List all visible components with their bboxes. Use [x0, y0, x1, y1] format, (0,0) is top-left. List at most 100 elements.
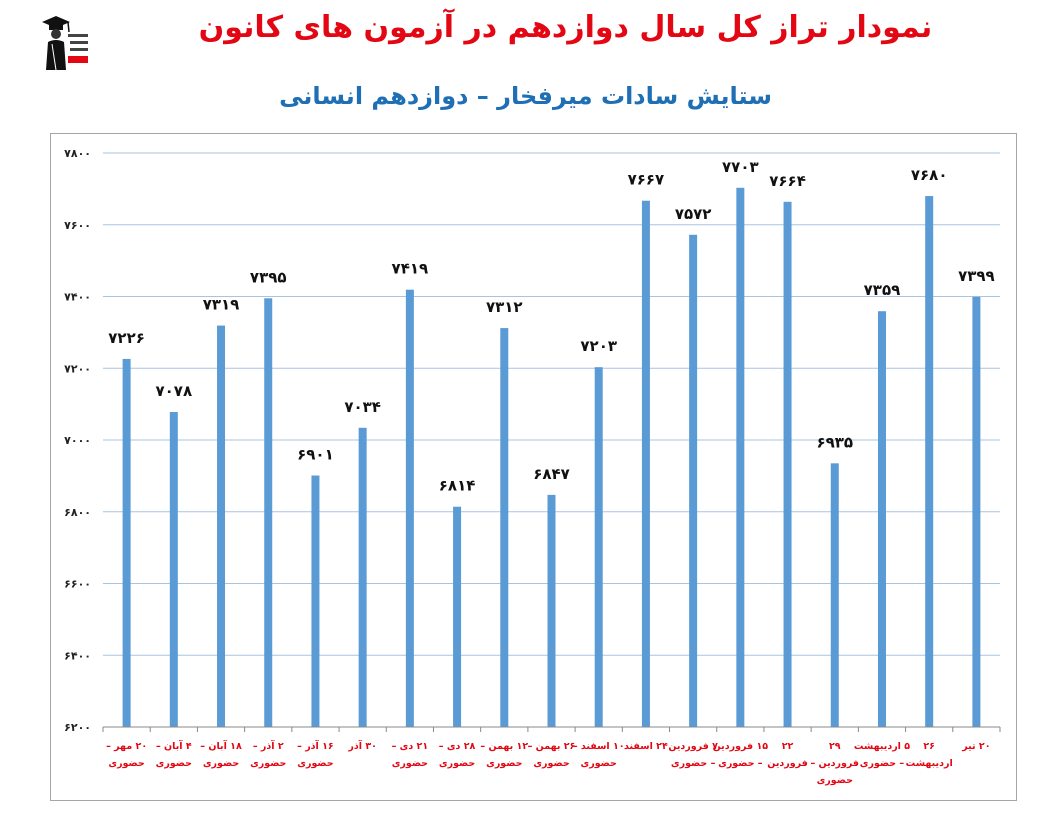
page-subtitle: ستایش سادات میرفخار – دوازدهم انسانی: [279, 82, 772, 110]
y-tick-label: ۷۸۰۰: [64, 147, 91, 160]
x-category-label-line: ۱۲ بهمن –: [480, 741, 528, 752]
bar: [264, 298, 273, 727]
x-category-label-line: ۲ آذر –: [253, 739, 284, 752]
x-category-label-line: ۲۴ اسفند: [624, 741, 668, 752]
bar-value-label: ۷۶۸۰: [911, 166, 948, 184]
bar: [358, 427, 367, 727]
x-category-label-line: حضوری: [533, 758, 569, 769]
x-category-label-line: ۱۸ آبان –: [200, 739, 242, 752]
x-category-label-line: ۷ فروردین: [668, 741, 718, 752]
y-tick-label: ۶۸۰۰: [64, 506, 91, 519]
x-category-label-line: حضوری: [392, 758, 428, 769]
bar-value-label: ۷۶۶۷: [628, 171, 665, 189]
x-category-label: ۲۸ دی – حضوری: [439, 741, 476, 769]
x-category-label: ۲۴ اسفند: [624, 741, 668, 752]
bar-value-label: ۷۵۷۲: [675, 205, 712, 223]
bar-value-label: ۷۳۱۹: [203, 296, 240, 314]
x-category-label-line: حضوری: [108, 758, 144, 769]
x-category-label-line: ۱۶ آذر –: [297, 739, 334, 752]
x-category-label-line: حضوری: [817, 775, 853, 786]
x-category-label: ۴ آبان – حضوری: [156, 739, 192, 769]
bar: [169, 412, 178, 727]
bar-value-label: ۶۸۱۴: [439, 477, 476, 495]
x-category-label-line: – حضوری: [671, 758, 716, 769]
x-category-label: ۱۰ اسفند – حضوری: [573, 741, 625, 769]
x-category-label-line: حضوری: [486, 758, 522, 769]
x-category-label: ۳۰ آذر: [347, 739, 377, 752]
bar: [405, 289, 414, 727]
x-category-label-line: – حضوری: [860, 758, 905, 769]
x-category-label-line: حضوری: [250, 758, 286, 769]
x-axis: [102, 726, 1001, 732]
bars: [122, 187, 981, 728]
y-axis-ticks: ۶۲۰۰ ۶۴۰۰ ۶۶۰۰ ۶۸۰۰ ۷۰۰۰ ۷۲۰۰ ۷۴۰۰ ۷۶۰۰ ۷۸۰۰: [64, 147, 91, 734]
x-category-label-line: ۵ اردیبهشت: [854, 741, 910, 752]
bar: [594, 367, 603, 727]
page-title: نمودار تراز کل سال دوازدهم در آزمون های …: [198, 10, 933, 45]
x-category-label-line: فروردین: [767, 758, 808, 769]
x-category-label-line: ۳۰ آذر: [347, 739, 377, 752]
x-category-label-line: فروردین –: [810, 758, 859, 769]
bar: [925, 196, 934, 728]
bar-value-label: ۷۳۹۵: [250, 268, 287, 286]
x-category-label: ۲۰ تیر: [961, 741, 990, 752]
bar: [217, 325, 226, 727]
x-category-label: ۵ اردیبهشت – حضوری: [854, 741, 910, 769]
graduate-logo-icon: [38, 12, 90, 71]
x-category-label-line: ۴ آبان –: [156, 739, 192, 752]
x-category-label: ۲ آذر – حضوری: [250, 739, 286, 769]
y-tick-label: ۷۲۰۰: [64, 362, 91, 375]
bar-value-label: ۷۰۷۸: [156, 382, 193, 400]
bar-value-label: ۷۲۲۶: [108, 329, 145, 347]
bar: [736, 187, 745, 727]
x-category-label: ۱۸ آبان – حضوری: [200, 739, 242, 769]
bar: [877, 311, 886, 727]
bar: [641, 200, 650, 727]
x-category-label-line: ۲۲: [782, 741, 794, 752]
bar: [122, 358, 131, 727]
x-category-label-line: حضوری: [439, 758, 475, 769]
y-tick-label: ۷۴۰۰: [64, 291, 91, 304]
y-tick-label: ۷۰۰۰: [64, 434, 91, 447]
bar-value-label: ۷۴۱۹: [392, 260, 429, 278]
x-category-label: ۲۲ فروردین: [767, 741, 808, 769]
x-category-label-line: ۱۰ اسفند –: [573, 741, 625, 752]
bar-value-label: ۶۹۰۱: [297, 446, 334, 464]
x-category-label-line: ۲۹: [829, 741, 841, 752]
x-axis-labels: ۲۰ مهر – حضوری ۴ آبان – حضوری ۱۸ آبان – حضوری…: [106, 739, 990, 786]
bar-value-label: ۷۲۰۳: [580, 337, 617, 355]
x-category-label: ۷ فروردین – حضوری: [668, 741, 718, 769]
x-category-label-line: ۲۶: [923, 741, 935, 752]
y-tick-label: ۶۴۰۰: [64, 649, 91, 662]
bar-value-label: ۷۷۰۳: [722, 158, 759, 176]
x-category-label: ۲۶ بهمن – حضوری: [528, 741, 576, 769]
bar-value-label: ۷۳۱۲: [486, 298, 523, 316]
x-category-label: ۱۶ آذر – حضوری: [297, 739, 334, 769]
x-category-label: ۱۲ بهمن – حضوری: [480, 741, 528, 769]
x-category-label-line: ۲۰ مهر –: [106, 741, 147, 752]
x-category-label-line: حضوری: [156, 758, 192, 769]
x-category-label: ۲۹ فروردین – حضوری: [810, 741, 859, 786]
x-category-label: ۱۵ فروردین – حضوری: [713, 741, 769, 769]
x-category-label-line: ۲۰ تیر: [961, 741, 990, 752]
x-category-label-line: ۲۶ بهمن –: [528, 741, 576, 752]
y-tick-label: ۷۶۰۰: [64, 219, 91, 232]
x-category-label: ۲۰ مهر – حضوری: [106, 741, 147, 769]
y-tick-label: ۶۲۰۰: [64, 721, 91, 734]
bar-value-label: ۷۳۹۹: [958, 267, 995, 285]
x-category-label-line: ۱۵ فروردین: [713, 741, 769, 752]
chart-frame: [50, 133, 1017, 801]
bar: [689, 234, 698, 728]
x-category-label-line: حضوری: [297, 758, 333, 769]
bar-value-label: ۷۶۶۴: [769, 172, 806, 190]
bar-value-label: ۶۹۳۵: [816, 433, 853, 451]
bar: [453, 506, 462, 727]
x-category-label: ۲۱ دی – حضوری: [392, 741, 429, 769]
bar: [311, 475, 320, 727]
bar: [783, 201, 792, 728]
x-category-label-line: ۲۱ دی –: [392, 741, 429, 752]
x-category-label-line: اردیبهشت: [906, 758, 953, 769]
bar: [500, 328, 509, 727]
x-category-label-line: – حضوری: [718, 758, 763, 769]
